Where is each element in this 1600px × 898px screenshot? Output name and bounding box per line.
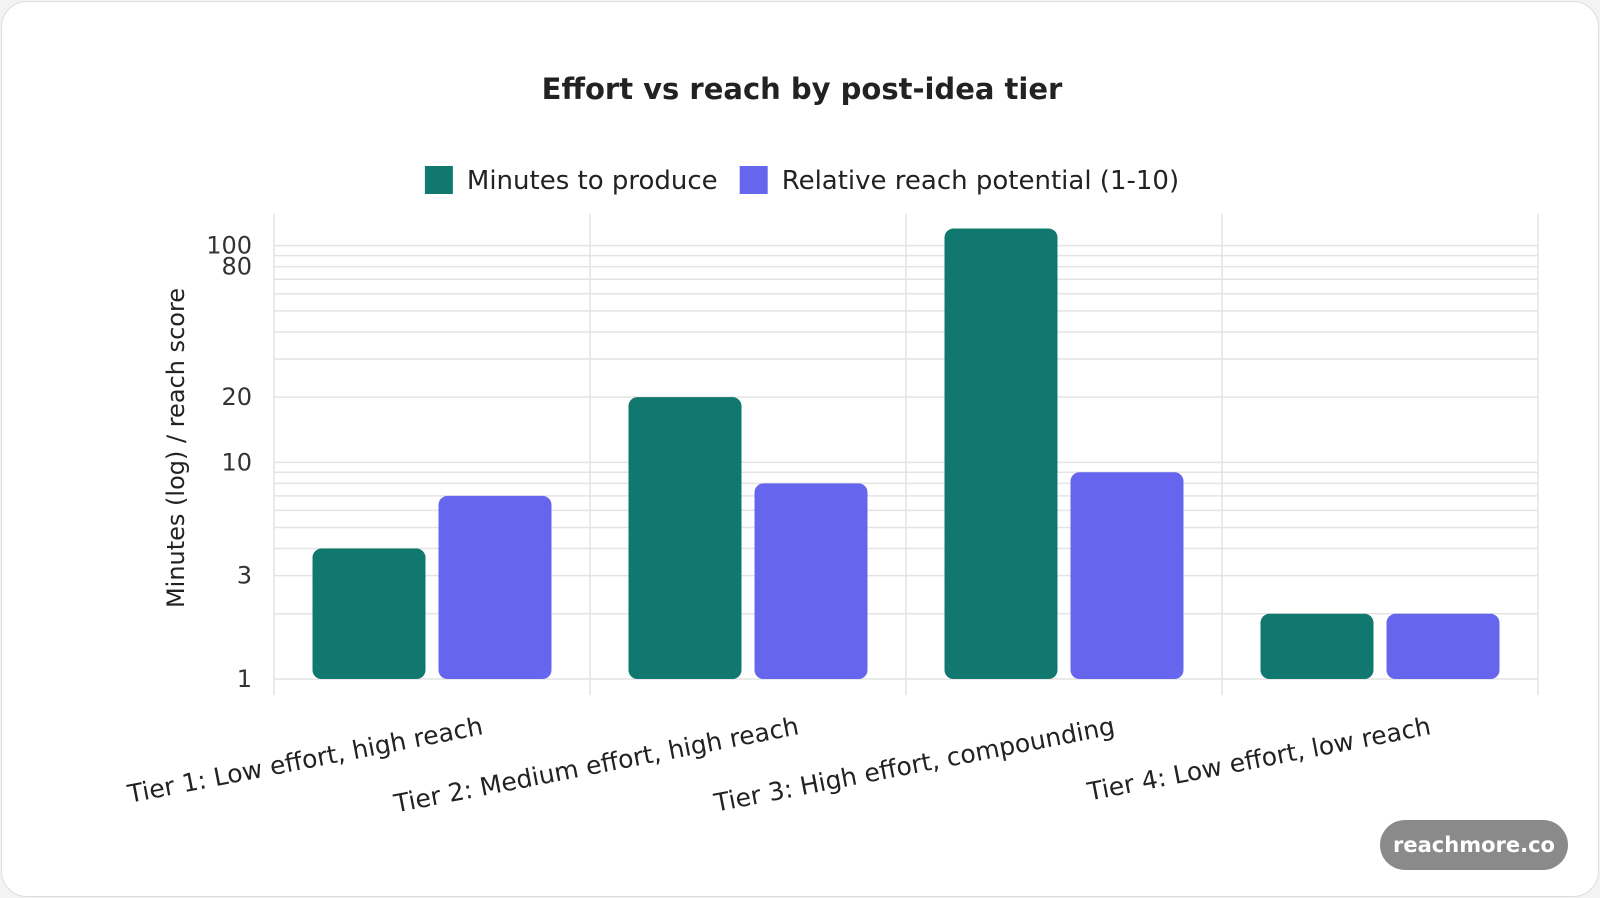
x-category-label: Tier 4: Low effort, low reach <box>1084 711 1433 806</box>
y-tick-label: 80 <box>221 253 252 281</box>
y-tick-label: 1 <box>237 665 252 693</box>
chart-title: Effort vs reach by post-idea tier <box>542 72 1063 106</box>
chart-legend: Minutes to produce Relative reach potenti… <box>424 166 1179 196</box>
y-tick-label: 100 <box>206 232 252 260</box>
y-axis-title: Minutes (log) / reach score <box>162 288 190 608</box>
y-tick-label: 20 <box>221 383 252 411</box>
legend-label: Relative reach potential (1-10) <box>782 166 1179 196</box>
legend-swatch <box>424 166 453 194</box>
bar-minutes-tier-2 <box>628 397 742 679</box>
y-tick-label: 3 <box>237 562 252 590</box>
bar-minutes-tier-3 <box>944 228 1058 679</box>
watermark-badge: reachmore.co <box>1380 820 1568 870</box>
legend-label: Minutes to produce <box>467 166 718 196</box>
bar-minutes-tier-4 <box>1260 613 1374 679</box>
bar-reach-tier-1 <box>438 495 552 679</box>
bar-reach-tier-3 <box>1070 472 1184 679</box>
bar-reach-tier-2 <box>754 483 868 679</box>
legend-swatch <box>739 166 768 194</box>
bar-reach-tier-4 <box>1386 613 1500 679</box>
y-tick-label: 10 <box>221 448 252 476</box>
chart-bars <box>312 228 1500 679</box>
bar-minutes-tier-1 <box>312 548 426 679</box>
